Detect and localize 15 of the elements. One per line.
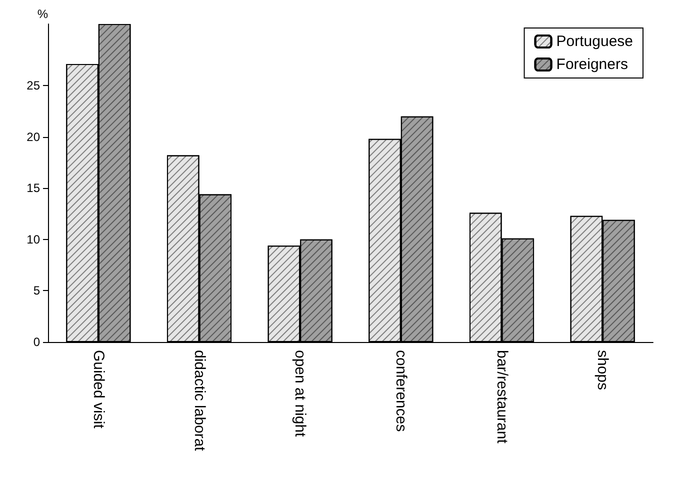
y-tick-label: 15 <box>26 181 40 196</box>
x-tick-label: open at night <box>292 350 309 438</box>
legend-label: Foreigners <box>556 56 628 73</box>
legend-label: Portuguese <box>556 33 634 50</box>
x-tick-label: bar/restaurant <box>493 350 510 444</box>
y-tick-label: 20 <box>26 130 40 144</box>
x-tick-label: conferences <box>392 350 410 432</box>
x-tick-label: shops <box>594 350 612 390</box>
x-tick-label: Guided visit <box>90 350 107 430</box>
y-axis-title: % <box>37 7 48 21</box>
y-tick-label: 10 <box>26 232 40 246</box>
y-tick-label: 5 <box>33 284 40 298</box>
x-tick-label: didactic laborat <box>190 350 208 452</box>
y-tick-label: 0 <box>33 335 40 349</box>
y-tick-label: 25 <box>26 78 40 93</box>
